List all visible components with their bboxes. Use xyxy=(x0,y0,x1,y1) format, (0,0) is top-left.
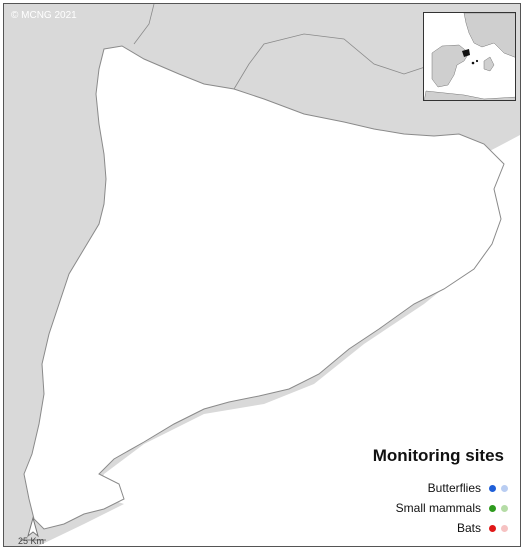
legend-label-small-mammals: Small mammals xyxy=(395,501,481,515)
legend-dot-small-mammals-strong xyxy=(489,504,496,512)
legend-dot-small-mammals-light xyxy=(501,504,508,512)
north-africa-shape xyxy=(424,90,515,100)
map-frame: © MCNG 2021 Monitoring sites Butterflies… xyxy=(3,3,521,547)
legend-dot-butterflies-light xyxy=(501,484,508,492)
andorra-border xyxy=(133,4,155,45)
legend-label-bats: Bats xyxy=(456,521,481,535)
balearic-islands xyxy=(471,61,475,65)
legend-item-bats: Bats xyxy=(457,520,514,536)
north-arrow-icon xyxy=(20,516,46,541)
balearic-islands xyxy=(475,59,479,63)
catalonia-region xyxy=(23,45,505,530)
copyright-text: © MCNG 2021 xyxy=(11,10,77,21)
legend-dot-bats-light xyxy=(501,524,508,532)
iberia-shape xyxy=(431,44,470,88)
legend-title: Monitoring sites xyxy=(372,446,504,465)
locator-inset-map xyxy=(423,12,516,101)
map-legend: Monitoring sites Butterflies Small mamma… xyxy=(364,444,514,539)
legend-dot-butterflies-strong xyxy=(489,484,496,492)
europe-locator-map xyxy=(424,13,515,100)
italy-shape xyxy=(483,56,495,72)
legend-item-small-mammals: Small mammals xyxy=(396,500,514,516)
mediterranean-sea xyxy=(38,135,520,546)
legend-item-butterflies: Butterflies xyxy=(428,480,514,496)
catalonia-highlight xyxy=(462,49,470,57)
france-shape xyxy=(463,13,515,58)
legend-label-butterflies: Butterflies xyxy=(427,481,481,495)
legend-dot-bats-strong xyxy=(489,524,496,532)
scale-bar-label: 25 Km xyxy=(18,536,45,546)
